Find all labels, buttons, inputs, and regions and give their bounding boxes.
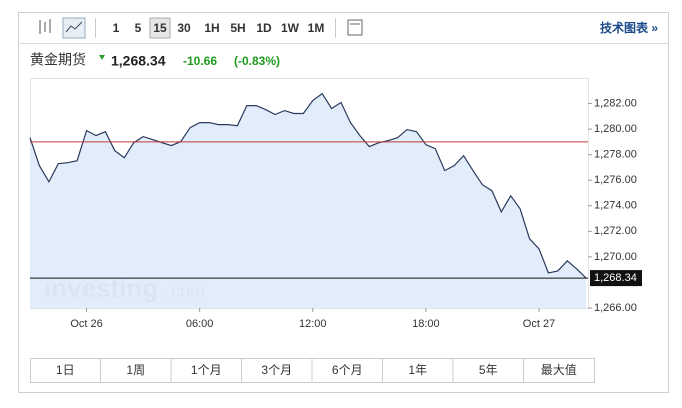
interval-button[interactable]: 5 [135, 21, 142, 35]
last-value-box [590, 270, 642, 287]
y-tick-label: 1,272.00 [594, 225, 637, 237]
change-pct: (-0.83%) [234, 54, 280, 68]
x-tick-label: 18:00 [412, 318, 440, 330]
area-fill [30, 93, 587, 308]
down-arrow [99, 55, 105, 60]
x-tick-label: 12:00 [299, 318, 327, 330]
interval-button[interactable]: 1W [281, 21, 300, 35]
interval-button[interactable]: 5H [230, 21, 245, 35]
y-tick-label: 1,278.00 [594, 149, 637, 161]
instrument-name: 黄金期货 [30, 52, 86, 68]
interval-button[interactable]: 30 [177, 21, 191, 35]
y-tick-label: 1,280.00 [594, 123, 637, 135]
interval-button[interactable]: 15 [153, 21, 167, 35]
range-button[interactable]: 6个月 [332, 363, 363, 377]
last-value-label: 1,268.34 [594, 272, 637, 284]
y-tick-label: 1,282.00 [594, 97, 637, 109]
x-tick-label: Oct 27 [523, 318, 555, 330]
interval-button[interactable]: 1H [204, 21, 219, 35]
y-tick-label: 1,266.00 [594, 302, 637, 314]
change: -10.66 [183, 54, 217, 68]
interval-selected [149, 17, 171, 39]
line-icon-glyph [65, 21, 83, 33]
range-button[interactable]: 最大值 [541, 362, 577, 377]
price: 1,268.34 [111, 53, 166, 69]
range-button[interactable]: 1周 [126, 363, 145, 377]
tech-chart-link[interactable]: 技术图表 » [600, 20, 658, 35]
x-tick-label: 06:00 [186, 318, 214, 330]
x-tick-label: Oct 26 [70, 318, 102, 330]
interval-button[interactable]: 1M [308, 21, 325, 35]
y-tick-label: 1,276.00 [594, 174, 637, 186]
range-button[interactable]: 5年 [479, 363, 498, 377]
range-button[interactable]: 1日 [56, 363, 75, 377]
range-button[interactable]: 1年 [408, 363, 427, 377]
interval-button[interactable]: 1 [113, 21, 120, 35]
settings-icon[interactable] [347, 19, 363, 36]
range-button[interactable]: 3个月 [261, 363, 292, 377]
range-button[interactable]: 1个月 [191, 363, 222, 377]
y-tick-label: 1,274.00 [594, 200, 637, 212]
y-tick-label: 1,270.00 [594, 251, 637, 263]
interval-button[interactable]: 1D [256, 21, 272, 35]
candle-icon[interactable] [39, 19, 51, 34]
price-line [29, 92, 587, 279]
